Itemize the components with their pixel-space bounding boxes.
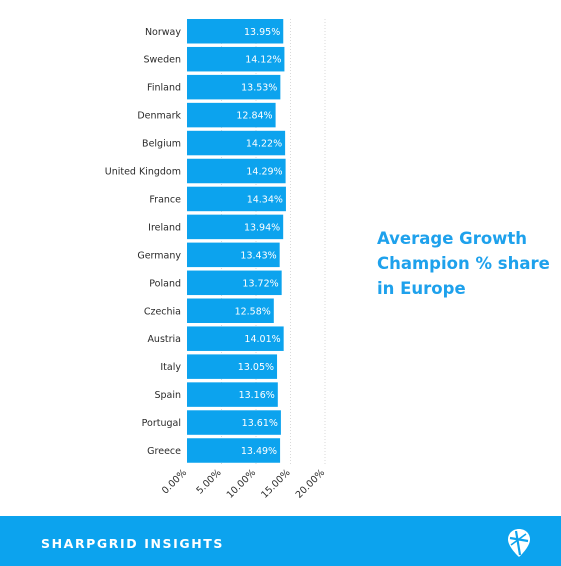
bar (187, 438, 281, 463)
value-label: 13.53% (241, 83, 277, 94)
bar (187, 354, 278, 379)
bar (187, 242, 280, 268)
category-label: United Kingdom (105, 167, 181, 178)
category-label: Norway (145, 27, 181, 38)
value-label: 12.58% (235, 306, 271, 317)
category-label: Italy (160, 362, 181, 373)
bar (187, 214, 284, 240)
value-label: 13.49% (241, 446, 277, 457)
bar (187, 410, 281, 435)
value-label: 12.84% (236, 111, 272, 122)
bar (187, 270, 282, 296)
category-label: Finland (147, 83, 181, 94)
value-label: 13.61% (242, 418, 278, 429)
bar (187, 298, 274, 323)
value-label: 14.01% (244, 334, 280, 345)
value-label: 13.05% (238, 362, 274, 373)
tick-label: 20.00% (294, 467, 327, 500)
brand-name: SHARPGRID INSIGHTS (41, 536, 225, 551)
bar (187, 130, 286, 156)
category-label: Greece (147, 446, 181, 457)
category-label: France (149, 194, 181, 205)
category-label: Sweden (143, 55, 181, 66)
bar-chart: Norway 13.95% Sweden 14.12% Finland 13.53% Den… (105, 19, 327, 501)
category-label: Austria (147, 334, 181, 345)
value-label: 13.43% (240, 250, 276, 261)
value-label: 14.34% (247, 194, 283, 205)
value-label: 13.94% (244, 222, 280, 233)
value-label: 14.22% (246, 139, 282, 150)
tick-label: 10.00% (225, 467, 258, 500)
category-label: Portugal (142, 418, 181, 429)
bar (187, 326, 284, 351)
bar (187, 19, 284, 44)
category-label: Poland (149, 278, 181, 289)
value-label: 14.29% (246, 167, 282, 178)
tick-label: 15.00% (259, 467, 292, 500)
category-label: Germany (137, 250, 181, 261)
bar (187, 158, 286, 184)
value-label: 13.16% (239, 390, 275, 401)
value-label: 13.72% (242, 278, 278, 289)
map-pin-grid-icon (508, 529, 530, 557)
category-label: Denmark (137, 111, 181, 122)
value-label: 13.95% (244, 27, 280, 38)
category-label: Czechia (144, 306, 181, 317)
tick-label: 5.00% (194, 467, 223, 496)
category-label: Spain (154, 390, 181, 401)
bar (187, 46, 285, 72)
tick-label: 0.00% (160, 467, 189, 496)
bar (187, 102, 276, 128)
category-label: Belgium (142, 139, 181, 150)
footer-bar: SHARPGRID INSIGHTS (0, 516, 561, 566)
bar (187, 186, 286, 212)
bar (187, 74, 281, 100)
category-label: Ireland (148, 222, 181, 233)
bar (187, 382, 278, 407)
value-label: 14.12% (245, 55, 281, 66)
chart-title: Average Growth Champion % share in Europ… (377, 229, 550, 298)
